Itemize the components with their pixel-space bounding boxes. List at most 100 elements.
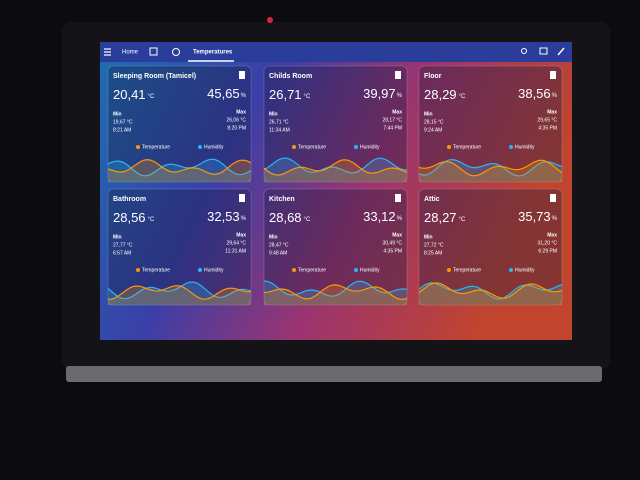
temperature-area: [108, 159, 251, 182]
card-title: Bathroom: [113, 196, 146, 203]
temperature-line: [263, 159, 408, 176]
min-value: 28,47 °C: [269, 242, 289, 248]
card-title: Attic: [424, 196, 440, 203]
legend-humidity: Humidity: [515, 267, 535, 273]
legend-dot: [509, 268, 513, 272]
temperature: 28,56 °C: [113, 210, 155, 225]
top-bar: [100, 42, 572, 62]
card-bg: [418, 188, 563, 306]
humidity-line: [263, 157, 408, 174]
legend-dot: [447, 268, 451, 272]
edit-icon[interactable]: [557, 47, 565, 56]
sensor-card: Sleeping Room (Tamicel) 20,41 °C 45,65% Min 1…: [107, 65, 252, 183]
temperature-line: [107, 158, 252, 175]
tab-temperatures[interactable]: Temperatures: [193, 50, 233, 56]
humidity-value: 32,53: [207, 209, 240, 224]
humidity-unit: %: [552, 93, 558, 99]
legend-humidity: Humidity: [360, 144, 380, 150]
legend-dot: [447, 145, 451, 149]
temperature-line: [263, 284, 408, 300]
legend-dot: [354, 268, 358, 272]
legend-humidity: Humidity: [360, 267, 380, 273]
sensor-card: Bathroom 28,56 °C 32,53% Min 27,77 °C 6:57 AM M…: [107, 188, 252, 306]
tab-icon[interactable]: [172, 48, 180, 56]
humidity: 45,65%: [207, 86, 247, 101]
humidity-unit: %: [241, 93, 247, 99]
temperature-value: 28,27: [424, 210, 457, 225]
temperature-unit: °C: [459, 94, 466, 100]
temperature-line: [107, 285, 252, 300]
sensor-card: Kitchen 28,68 °C 33,12% Min 28,47 °C 9:48 AM Ma…: [263, 188, 408, 306]
tab-home[interactable]: Home: [122, 50, 139, 56]
legend-dot: [136, 145, 140, 149]
tab-icon[interactable]: [149, 47, 158, 56]
legend-dot: [198, 268, 202, 272]
max-label: Max: [236, 109, 246, 115]
legend-dot: [136, 268, 140, 272]
max-value: 29,64 °C: [226, 240, 246, 246]
card-icon: [550, 71, 556, 79]
max-time: 4:35 PM: [538, 125, 557, 131]
sensor-card: Attic 28,27 °C 35,73% Min 27,72 °C 8:25 AM Max 3…: [418, 188, 563, 306]
max-value: 31,20 °C: [537, 240, 557, 246]
menu-icon[interactable]: [104, 48, 111, 56]
max-value: 29,65 °C: [537, 117, 557, 123]
legend-temperature: Temperature: [142, 267, 170, 273]
temperature-unit: °C: [304, 217, 311, 223]
min-time: 9:48 AM: [269, 250, 287, 256]
humidity-unit: %: [397, 216, 403, 222]
humidity: 35,73%: [518, 209, 558, 224]
card-bg: [107, 65, 252, 183]
min-label: Min: [113, 234, 122, 240]
humidity: 38,56%: [518, 86, 558, 101]
humidity: 32,53%: [207, 209, 247, 224]
card-title: Sleeping Room (Tamicel): [113, 73, 196, 80]
card-icon: [395, 194, 401, 202]
humidity-line: [107, 281, 252, 300]
legend-dot: [292, 145, 296, 149]
card-icon: [239, 194, 245, 202]
search-icon[interactable]: [521, 48, 527, 54]
max-time: 7:44 PM: [383, 125, 402, 131]
temperature: 28,29 °C: [424, 87, 466, 102]
legend-humidity: Humidity: [515, 144, 535, 150]
temperature-value: 28,56: [113, 210, 146, 225]
card-bg: [107, 188, 252, 306]
screen: [100, 42, 572, 340]
temperature-area: [264, 159, 407, 182]
humidity-area: [419, 282, 562, 305]
tablet-base: [66, 366, 602, 382]
legend-temperature: Temperature: [142, 144, 170, 150]
min-time: 9:24 AM: [424, 127, 442, 133]
legend-temperature: Temperature: [298, 267, 326, 273]
card-bg: [263, 65, 408, 183]
humidity-value: 39,97: [363, 86, 396, 101]
min-time: 11:34 AM: [269, 127, 290, 133]
temperature-area: [108, 285, 251, 305]
legend-temperature: Temperature: [298, 144, 326, 150]
legend-temperature: Temperature: [453, 144, 481, 150]
temperature-unit: °C: [304, 94, 311, 100]
card-bg: [263, 188, 408, 306]
temperature: 28,27 °C: [424, 210, 466, 225]
humidity-line: [263, 280, 408, 297]
humidity-value: 38,56: [518, 86, 551, 101]
legend-humidity: Humidity: [204, 144, 224, 150]
card-title: Childs Room: [269, 73, 312, 80]
temperature-unit: °C: [148, 94, 155, 100]
assist-icon[interactable]: [539, 47, 548, 55]
temperature-value: 28,29: [424, 87, 457, 102]
card-title: Floor: [424, 73, 442, 80]
humidity-value: 35,73: [518, 209, 551, 224]
humidity-unit: %: [397, 93, 403, 99]
max-time: 6:29 PM: [538, 248, 557, 254]
max-label: Max: [547, 232, 557, 238]
humidity: 33,12%: [363, 209, 403, 224]
legend-dot: [198, 145, 202, 149]
max-label: Max: [236, 232, 246, 238]
sensor-card: Childs Room 26,71 °C 39,97% Min 26,71 °C 11:34…: [263, 65, 408, 183]
min-label: Min: [113, 111, 122, 117]
legend-dot: [509, 145, 513, 149]
legend-humidity: Humidity: [204, 267, 224, 273]
